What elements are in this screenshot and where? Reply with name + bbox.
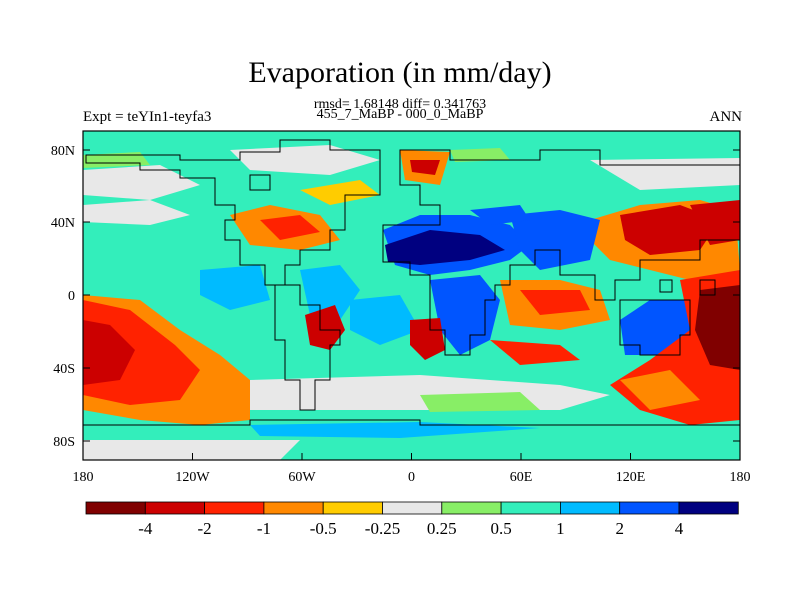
lon-tick-label: 0 (408, 470, 415, 485)
lat-tick-label: 40S (53, 362, 75, 377)
colorbar-label: -2 (198, 519, 212, 538)
colorbar-swatch (678, 501, 739, 515)
colorbar (85, 501, 739, 515)
colorbar-label: -0.25 (365, 519, 400, 538)
colorbar-label: 4 (675, 519, 684, 538)
rmsd-diff-stats: rmsd= 1.68148 diff= 0.341763 (313, 97, 487, 112)
period-subtitle: 455_7_MaBP - 000_0_MaBP (316, 107, 484, 122)
colorbar-swatch (144, 501, 206, 515)
colorbar-labels: -4 -2 -1 -0.5 -0.25 0.25 0.5 1 2 4 (138, 519, 684, 538)
season-label: ANN (709, 109, 743, 125)
colorbar-swatch (263, 501, 324, 515)
colorbar-swatch (204, 501, 265, 515)
experiment-label: Expt = teYIn1-teyfa3 (83, 109, 212, 125)
lon-tick-label: 60W (288, 470, 316, 485)
colorbar-swatch (441, 501, 502, 515)
lon-tick-label: 60E (510, 470, 533, 485)
evaporation-field (83, 131, 740, 460)
colorbar-label: -0.5 (310, 519, 337, 538)
colorbar-label: -4 (138, 519, 153, 538)
colorbar-swatch (322, 501, 383, 515)
colorbar-label: 0.5 (490, 519, 511, 538)
colorbar-swatch (560, 501, 621, 515)
colorbar-swatch (619, 501, 680, 515)
lat-tick-label: 0 (68, 289, 75, 304)
colorbar-label: 2 (615, 519, 624, 538)
colorbar-swatch (382, 501, 443, 515)
lat-tick-label: 40N (51, 216, 75, 231)
lon-tick-label: 180 (730, 470, 751, 485)
lon-tick-label: 120W (175, 470, 210, 485)
lon-tick-label: 180 (73, 470, 94, 485)
colorbar-label: -1 (257, 519, 271, 538)
map-title: Evaporation (in mm/day) (248, 56, 552, 89)
lat-tick-label: 80S (53, 435, 75, 450)
colorbar-label: 0.25 (427, 519, 457, 538)
colorbar-label: 1 (556, 519, 565, 538)
colorbar-swatch (500, 501, 561, 515)
lon-tick-label: 120E (616, 470, 646, 485)
lat-tick-label: 80N (51, 144, 75, 159)
colorbar-swatch (85, 501, 146, 515)
